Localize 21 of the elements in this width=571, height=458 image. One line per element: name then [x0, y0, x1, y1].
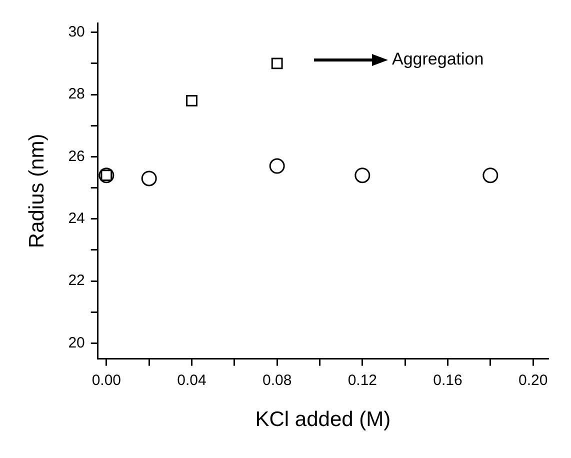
point [482, 168, 498, 184]
point [271, 58, 283, 70]
x-tick-label: 0.16 [433, 372, 462, 389]
point [269, 158, 285, 174]
point [141, 170, 157, 186]
y-tick-label: 24 [68, 210, 85, 228]
x-tick-label: 0.04 [177, 372, 206, 389]
x-tick-label: 0.00 [92, 372, 122, 389]
annotation: Aggregation [392, 50, 484, 69]
point [186, 95, 198, 106]
x-tick-label: 0.12 [348, 372, 378, 389]
x-axis-title: KCl added (M) [255, 408, 391, 432]
y-tick-label: 20 [68, 334, 85, 352]
y-tick-label: 22 [68, 272, 85, 290]
y-tick-label: 30 [68, 23, 85, 40]
x-tick-label: 0.08 [262, 372, 292, 389]
y-axis-title: Radius (nm) [25, 134, 48, 248]
x-tick-label: 0.20 [518, 372, 548, 389]
y-tick-label: 28 [68, 86, 85, 103]
y-tick-label: 26 [68, 148, 85, 165]
point [354, 168, 370, 184]
